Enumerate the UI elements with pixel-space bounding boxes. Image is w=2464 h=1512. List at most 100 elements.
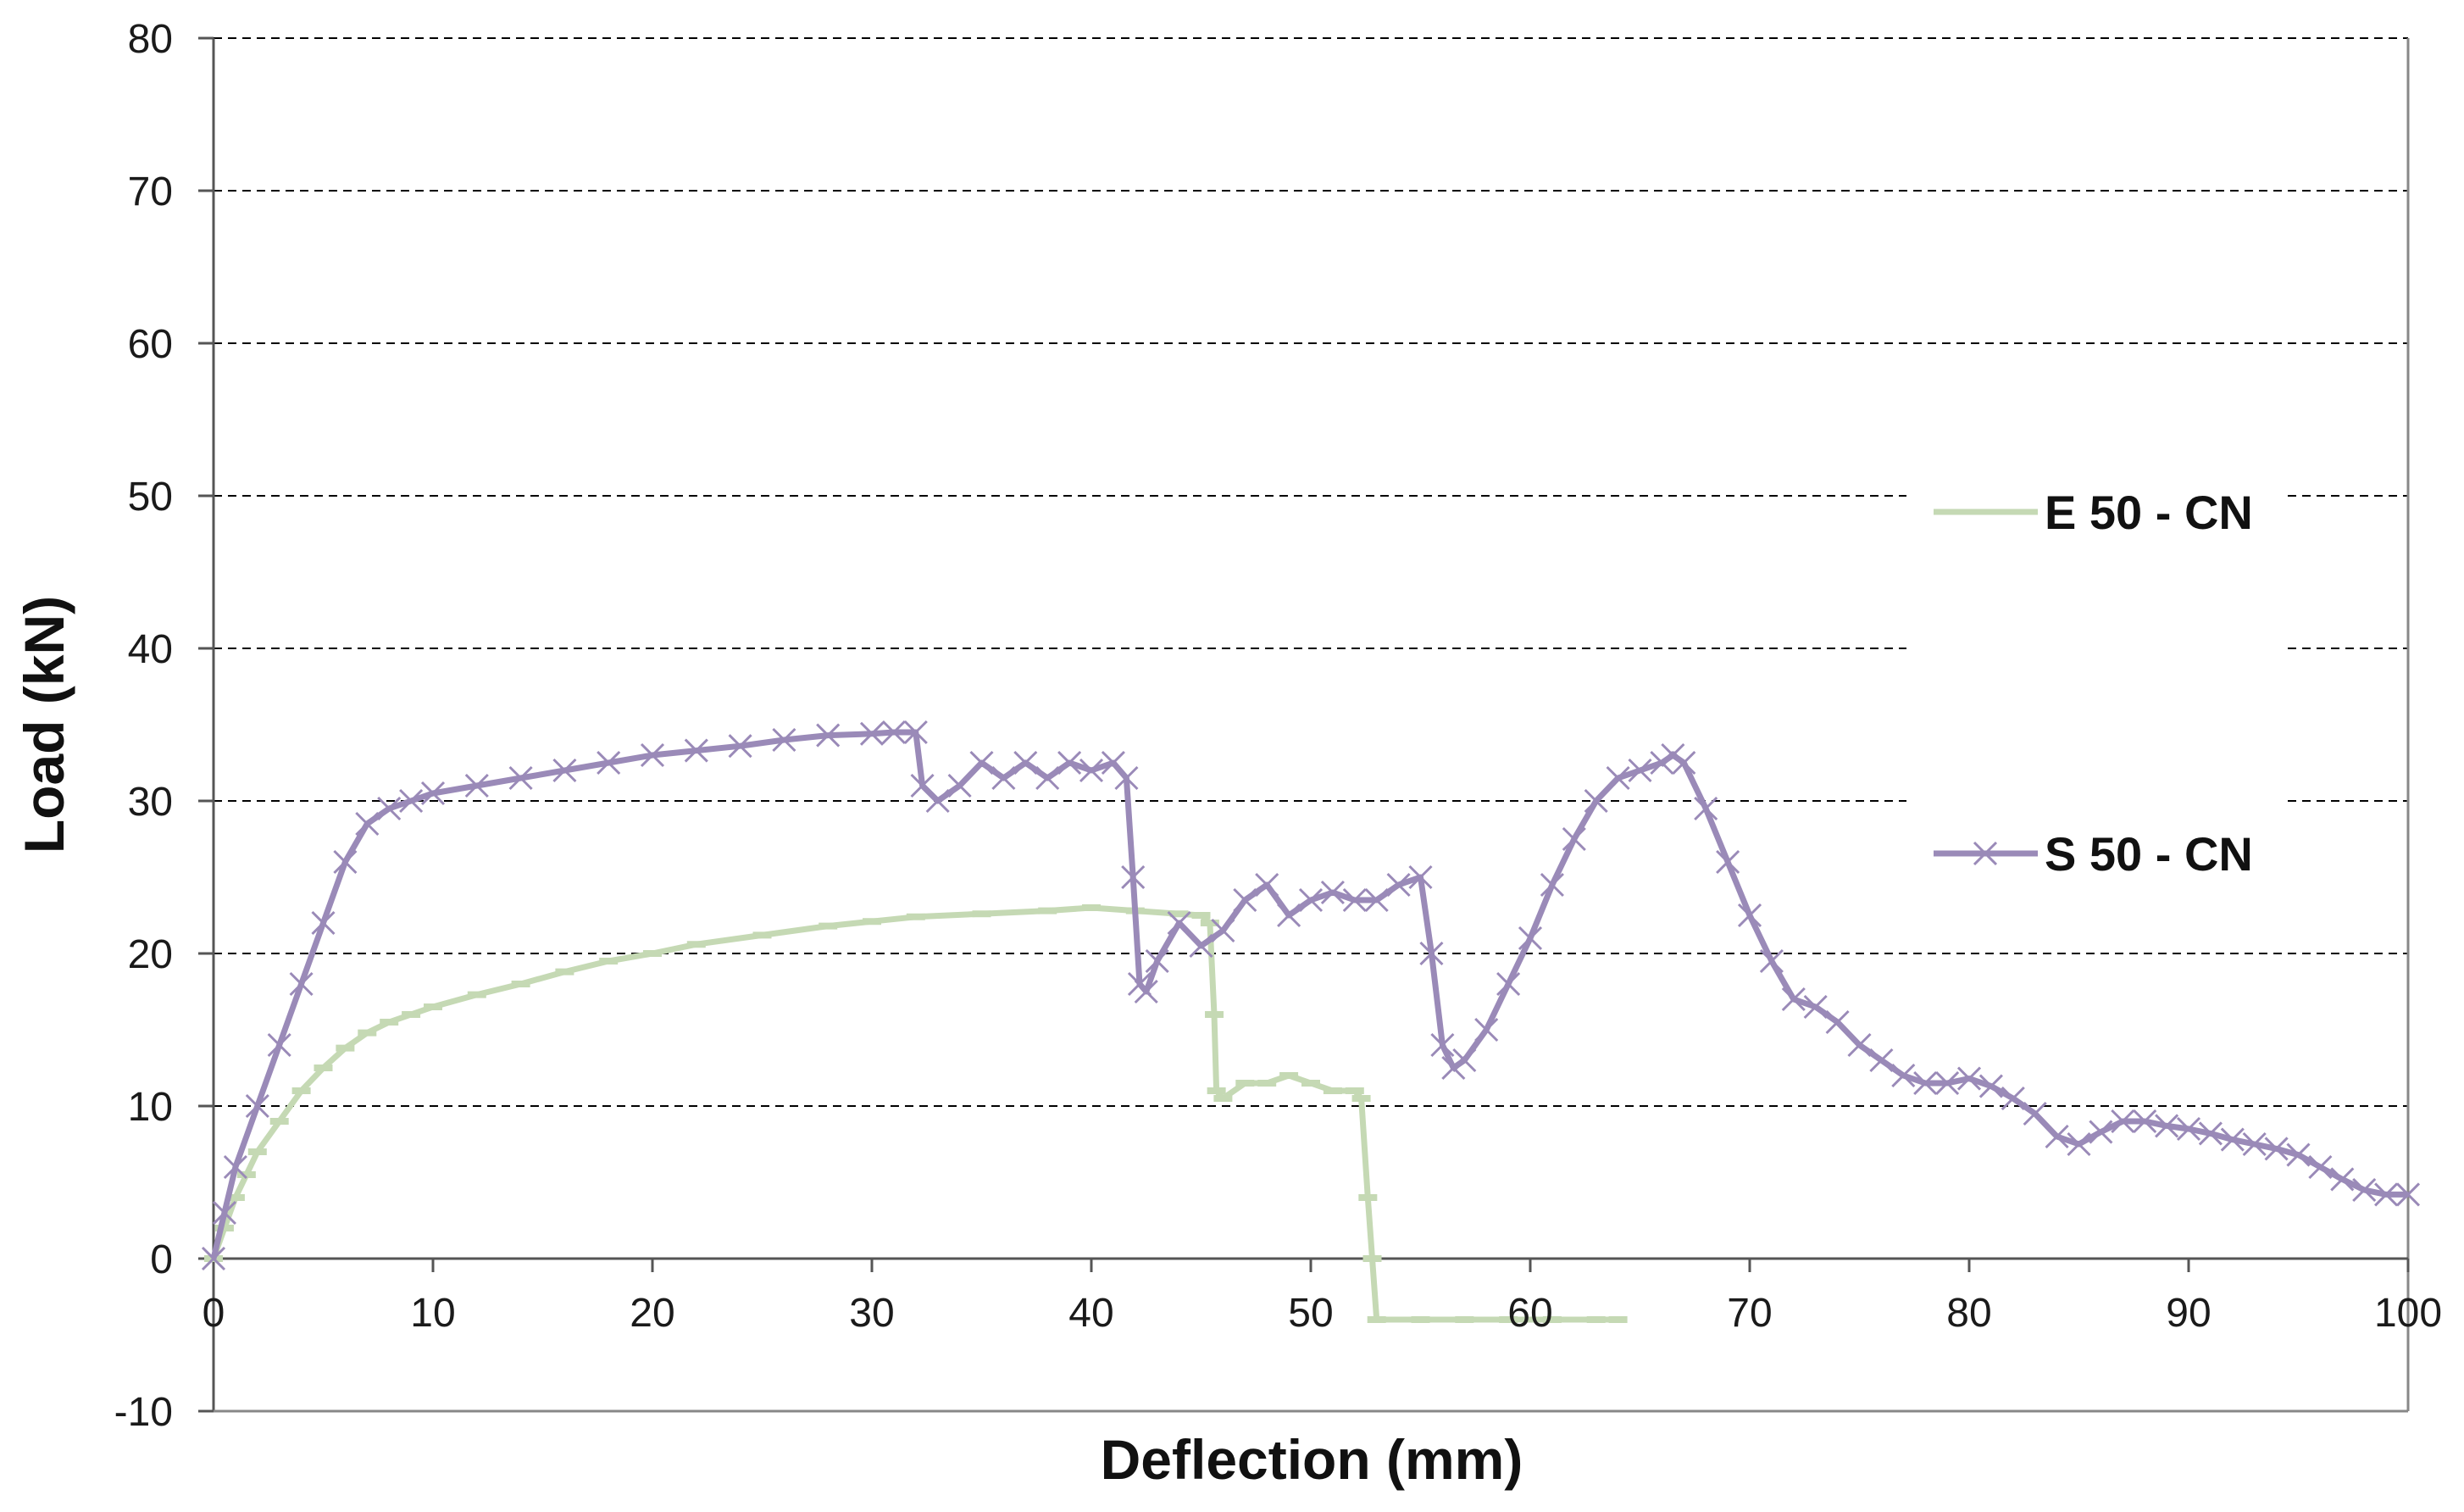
- y-tick-label-20: 20: [128, 932, 173, 977]
- point-s-50-cn-86: [2133, 1109, 2157, 1134]
- point-s-50-cn-74: [1869, 1048, 1894, 1073]
- point-s-50-cn-17: [684, 738, 708, 763]
- point-s-50-cn-43: [1255, 872, 1279, 898]
- point-s-50-cn-22: [881, 720, 906, 745]
- point-s-50-cn-67: [1716, 849, 1740, 875]
- point-s-50-cn-27: [969, 750, 994, 775]
- point-s-50-cn-46: [1320, 880, 1345, 905]
- point-s-50-cn-72: [1825, 1009, 1850, 1035]
- y-tick-label--10: -10: [114, 1390, 173, 1435]
- point-s-50-cn-88: [2176, 1116, 2201, 1142]
- x-tick-label-80: 80: [1946, 1291, 1991, 1336]
- point-s-50-cn-83: [2067, 1131, 2091, 1157]
- point-s-50-cn-53: [1441, 1055, 1466, 1081]
- plot-frame: [198, 36, 2410, 1413]
- point-s-50-cn-34: [1114, 765, 1139, 791]
- point-s-50-cn-41: [1211, 918, 1235, 943]
- point-s-50-cn-63: [1650, 750, 1674, 775]
- point-s-50-cn-30: [1035, 765, 1060, 791]
- point-s-50-cn-98: [2395, 1182, 2421, 1207]
- point-s-50-cn-49: [1386, 872, 1411, 898]
- point-s-50-cn-33: [1101, 750, 1125, 775]
- point-s-50-cn-38: [1145, 948, 1169, 974]
- point-s-50-cn-87: [2155, 1114, 2179, 1138]
- point-s-50-cn-65: [1672, 750, 1696, 775]
- y-tick-label-30: 30: [128, 780, 173, 825]
- point-s-50-cn-26: [947, 773, 972, 798]
- series-s-50-cn: [201, 720, 2421, 1271]
- point-s-50-cn-93: [2286, 1142, 2311, 1167]
- point-s-50-cn-60: [1584, 788, 1608, 814]
- point-s-50-cn-25: [925, 788, 950, 814]
- point-s-50-cn-95: [2330, 1167, 2355, 1192]
- point-s-50-cn-84: [2089, 1120, 2113, 1144]
- point-s-50-cn-40: [1189, 933, 1213, 959]
- series-e-50-cn: [204, 904, 1628, 1323]
- point-s-50-cn-58: [1540, 872, 1564, 898]
- point-s-50-cn-4: [267, 1032, 291, 1058]
- x-tick-label-100: 100: [2374, 1291, 2442, 1336]
- point-s-50-cn-21: [859, 721, 885, 746]
- x-tick-label-70: 70: [1727, 1291, 1772, 1336]
- point-s-50-cn-97: [2374, 1182, 2399, 1207]
- x-tick-label-10: 10: [410, 1291, 455, 1336]
- x-tick-label-60: 60: [1507, 1291, 1552, 1336]
- point-s-50-cn-94: [2308, 1154, 2333, 1180]
- legend-marker-s-50-cn: [1973, 841, 1998, 866]
- point-s-50-cn-7: [333, 849, 358, 875]
- point-s-50-cn-5: [289, 971, 314, 997]
- point-s-50-cn-51: [1419, 941, 1444, 966]
- x-tick-label-20: 20: [630, 1291, 674, 1336]
- point-s-50-cn-1: [212, 1200, 237, 1226]
- y-tick-label-40: 40: [128, 627, 173, 672]
- point-s-50-cn-42: [1233, 887, 1257, 913]
- point-s-50-cn-9: [377, 796, 402, 821]
- point-s-50-cn-55: [1474, 1017, 1499, 1042]
- point-s-50-cn-14: [552, 758, 577, 783]
- point-s-50-cn-62: [1628, 758, 1652, 783]
- legend-item-s-50-cn: S 50 - CN: [1934, 827, 2253, 881]
- point-s-50-cn-79: [1978, 1074, 2003, 1098]
- point-s-50-cn-68: [1737, 903, 1762, 928]
- point-s-50-cn-11: [420, 781, 446, 806]
- point-s-50-cn-91: [2242, 1131, 2267, 1157]
- point-s-50-cn-12: [464, 773, 489, 798]
- point-s-50-cn-82: [2045, 1124, 2069, 1149]
- point-s-50-cn-59: [1562, 826, 1586, 852]
- y-tick-label-60: 60: [128, 322, 173, 367]
- point-s-50-cn-20: [816, 723, 841, 748]
- legend-box: [1906, 449, 2284, 924]
- point-s-50-cn-52: [1430, 1032, 1455, 1058]
- point-s-50-cn-71: [1803, 994, 1828, 1020]
- point-s-50-cn-3: [245, 1093, 269, 1119]
- point-s-50-cn-77: [1935, 1070, 1960, 1096]
- point-s-50-cn-85: [2111, 1109, 2135, 1134]
- point-s-50-cn-18: [728, 734, 752, 759]
- point-s-50-cn-80: [2001, 1086, 2025, 1111]
- x-tick-labels: 0 10 20 30 40 50 60 70 80 90 100: [203, 1291, 2442, 1336]
- series-layer: [201, 720, 2421, 1323]
- point-s-50-cn-69: [1759, 948, 1784, 974]
- point-s-50-cn-44: [1277, 903, 1301, 928]
- point-s-50-cn-81: [2023, 1101, 2047, 1126]
- point-s-50-cn-10: [399, 788, 424, 814]
- point-s-50-cn-90: [2220, 1127, 2245, 1152]
- point-s-50-cn-37: [1134, 979, 1158, 1004]
- point-s-50-cn-57: [1518, 926, 1543, 951]
- point-s-50-cn-28: [991, 765, 1016, 791]
- point-s-50-cn-19: [772, 727, 796, 753]
- point-s-50-cn-39: [1167, 910, 1191, 936]
- point-s-50-cn-76: [1913, 1070, 1938, 1096]
- point-s-50-cn-29: [1013, 750, 1038, 775]
- x-tick-label-50: 50: [1288, 1291, 1333, 1336]
- point-s-50-cn-64: [1661, 742, 1685, 768]
- legend-background: [1906, 449, 2284, 924]
- x-tick-label-40: 40: [1068, 1291, 1113, 1336]
- point-s-50-cn-31: [1057, 750, 1082, 775]
- point-s-50-cn-6: [311, 910, 336, 936]
- point-s-50-cn-78: [1956, 1066, 1982, 1091]
- point-s-50-cn-0: [201, 1246, 226, 1271]
- y-tick-label-0: 0: [150, 1237, 173, 1282]
- x-axis-title: Deflection (mm): [1101, 1428, 1523, 1491]
